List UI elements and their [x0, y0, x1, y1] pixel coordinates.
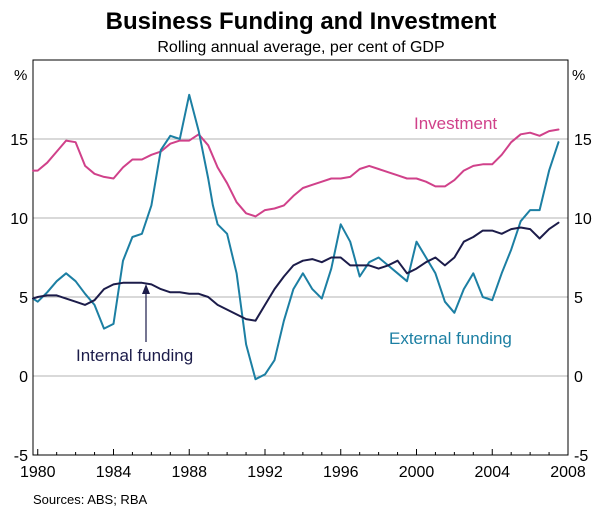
gridlines	[33, 138, 568, 377]
x-tick-label: 1980	[20, 464, 56, 481]
y-tick-label-left: -5	[14, 448, 28, 465]
y-tick-label-left: 5	[19, 290, 28, 307]
y-tick-label-left: 0	[19, 369, 28, 386]
series-line-external-funding	[32, 93, 560, 381]
y-tick-label-right: 15	[574, 132, 592, 149]
annotation-internal-funding: Internal funding	[76, 346, 193, 365]
annotation-investment: Investment	[414, 114, 497, 133]
y-unit-right: %	[572, 67, 585, 84]
x-ticks: 1980 1984 1988 1992 1996 2000 2004 2008	[20, 449, 586, 481]
annotation-external-funding: External funding	[389, 329, 512, 348]
chart-subtitle: Rolling annual average, per cent of GDP	[157, 39, 444, 56]
internal-funding-arrow	[142, 284, 150, 342]
y-tick-label-left: 10	[10, 211, 28, 228]
y-tick-label-right: 0	[574, 369, 583, 386]
x-tick-label: 1984	[96, 464, 132, 481]
y-ticks-right: -5 0 5 10 15	[574, 132, 592, 465]
y-tick-label-right: -5	[574, 448, 588, 465]
x-tick-label: 1992	[247, 464, 283, 481]
source-note: Sources: ABS; RBA	[33, 492, 147, 507]
x-tick-label: 1988	[171, 464, 207, 481]
series-line-internal-funding	[32, 221, 560, 322]
x-tick-label: 2000	[399, 464, 435, 481]
series-line-investment	[32, 128, 560, 218]
chart-title: Business Funding and Investment	[106, 8, 497, 35]
series-lines	[32, 93, 560, 381]
x-tick-label: 2008	[550, 464, 586, 481]
y-tick-label-right: 5	[574, 290, 583, 307]
y-tick-label-right: 10	[574, 211, 592, 228]
y-unit-left: %	[14, 67, 27, 84]
x-tick-label: 2004	[474, 464, 510, 481]
y-ticks-left: -5 0 5 10 15	[10, 132, 28, 465]
x-tick-label: 1996	[323, 464, 359, 481]
y-tick-label-left: 15	[10, 132, 28, 149]
plot-frame	[32, 59, 569, 456]
